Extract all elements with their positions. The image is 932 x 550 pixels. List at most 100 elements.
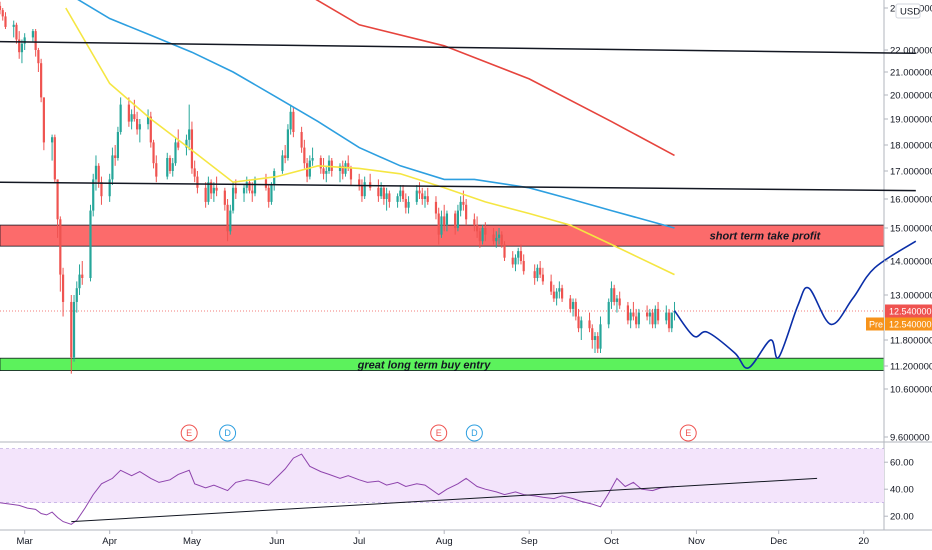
candle-body — [484, 228, 487, 235]
candle-body — [300, 132, 303, 148]
candle-body — [610, 288, 613, 302]
price-tick-label: 16.000000 — [890, 195, 932, 206]
candle-body — [146, 116, 150, 125]
price-axis[interactable]: 9.600000 10.600000 11.200000 11.800000 13.00… — [866, 3, 932, 523]
trend-line-0 — [0, 40, 916, 55]
candle-body — [454, 213, 457, 228]
candle-body — [81, 274, 84, 278]
price-tick-label: 11.200000 — [890, 362, 932, 373]
candle-body — [443, 216, 446, 226]
candle-body — [388, 193, 391, 202]
candle-body — [185, 139, 188, 148]
candle-body — [292, 111, 295, 132]
candle-body — [377, 187, 380, 197]
candle-body — [31, 31, 35, 38]
candle-body — [338, 165, 342, 171]
candle-body — [423, 196, 427, 199]
candle-body — [127, 104, 130, 122]
event-label: D — [471, 428, 478, 438]
candle-body — [53, 137, 56, 180]
candle-body — [59, 219, 62, 275]
price-tick-label: 19.000000 — [890, 115, 932, 126]
candle-body — [251, 190, 254, 194]
trend-line-1 — [0, 181, 916, 192]
candle-body — [111, 155, 114, 180]
candle-body — [648, 312, 651, 317]
candle-body — [651, 312, 654, 325]
candle-body — [459, 201, 462, 211]
candle-body — [407, 201, 410, 208]
candle-body — [149, 116, 152, 143]
price-tick-label: 15.000000 — [890, 224, 932, 235]
candle-body — [385, 193, 388, 199]
lines-layer — [0, 0, 917, 369]
time-tick-label: Jun — [269, 536, 284, 547]
candle-body — [322, 168, 325, 174]
candle-body — [204, 187, 207, 202]
candle-body — [437, 213, 440, 235]
event-marker-d[interactable] — [465, 424, 483, 442]
candle-body — [591, 328, 594, 340]
candle-body — [231, 187, 235, 211]
candle-body — [72, 301, 76, 358]
candle-body — [434, 201, 438, 214]
candle-body — [519, 251, 523, 261]
rsi-pane — [0, 448, 884, 525]
candle-body — [168, 158, 172, 171]
candle-body — [56, 179, 59, 220]
candle-body — [40, 63, 43, 98]
candle-body — [656, 308, 660, 321]
rsi-line — [0, 453, 675, 525]
price-tick-label: 21.000000 — [890, 68, 932, 79]
candle-body — [607, 301, 610, 325]
event-marker-e[interactable] — [430, 424, 448, 442]
candle-body — [305, 163, 309, 177]
candle-body — [635, 316, 638, 325]
candle-body — [514, 257, 517, 265]
candle-body — [456, 210, 460, 228]
event-marker-d[interactable] — [219, 424, 237, 442]
candle-body — [248, 182, 251, 191]
time-tick-label: Jul — [353, 536, 365, 547]
time-tick-label: May — [183, 536, 201, 547]
candle-body — [426, 196, 429, 202]
candle-body — [273, 171, 276, 185]
candle-body — [166, 158, 169, 177]
candle-body — [116, 132, 120, 158]
candle-body — [97, 165, 100, 183]
candle-body — [177, 142, 180, 148]
price-tick-label: 17.000000 — [890, 167, 932, 178]
event-marker-e[interactable] — [679, 424, 697, 442]
candle-body — [15, 24, 18, 40]
candle-body — [593, 336, 597, 340]
candle-body — [50, 137, 54, 143]
candle-body — [670, 312, 673, 329]
candle-body — [226, 204, 229, 232]
rsi-trend-line — [71, 477, 818, 523]
candle-body — [42, 97, 45, 143]
candle-body — [267, 187, 270, 202]
candle-body — [495, 237, 498, 242]
candle-body — [34, 31, 37, 50]
candle-body — [415, 190, 418, 202]
candle-body — [155, 163, 158, 177]
candle-body — [667, 312, 671, 329]
candle-body — [4, 16, 7, 27]
candle-body — [363, 182, 366, 197]
event-marker-e[interactable] — [180, 424, 198, 442]
candle-body — [481, 228, 484, 242]
candle-body — [341, 165, 344, 174]
candle-body — [89, 210, 92, 278]
time-axis[interactable]: Mar Apr May Jun Jul Aug Sep Oct Nov Dec 20 — [16, 530, 869, 547]
candle-body — [615, 298, 619, 302]
currency-box[interactable] — [895, 3, 921, 19]
candle-body — [445, 213, 449, 226]
candle-body — [569, 298, 572, 309]
candle-body — [152, 142, 155, 164]
rsi-tick-label: 40.00 — [890, 485, 914, 496]
candle-body — [92, 179, 95, 211]
candle-body — [188, 129, 191, 140]
candle-body — [133, 114, 136, 119]
